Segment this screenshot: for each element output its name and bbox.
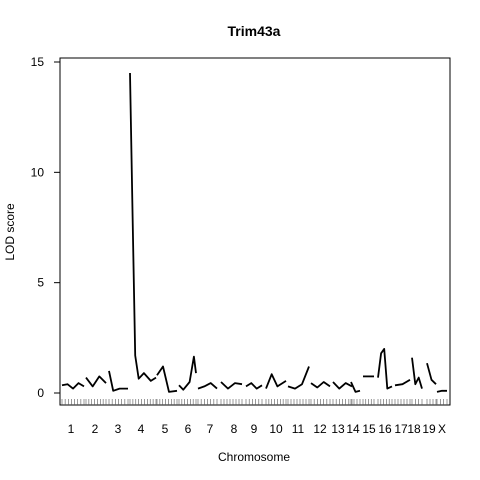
lod-curve-chr11 xyxy=(287,366,310,390)
chromosome-label-18: 18 xyxy=(407,422,421,436)
chromosome-label-8: 8 xyxy=(231,422,238,436)
lod-curve-chr17 xyxy=(394,379,411,387)
lod-curve-chr2 xyxy=(85,375,107,388)
lod-curve-chr5 xyxy=(156,365,178,393)
chromosome-label-9: 9 xyxy=(251,422,258,436)
x-axis: 1 2 3 4 5 6 7 8 9 10 11 12 13 14 15 16 17 18 19 X xyxy=(68,422,446,436)
x-axis-label: Chromosome xyxy=(218,450,290,464)
lod-curve-chr7 xyxy=(197,382,218,390)
lod-curve-chr19 xyxy=(426,362,437,385)
chromosome-label-5: 5 xyxy=(162,422,169,436)
chromosome-label-X: X xyxy=(438,422,446,436)
lod-curve-chr14 xyxy=(350,381,361,393)
lod-curve-chr3 xyxy=(108,370,128,392)
lod-curve-chr8 xyxy=(220,381,243,390)
lod-curve-chr12 xyxy=(310,381,331,389)
plot-frame xyxy=(59,57,451,406)
lod-curves xyxy=(61,72,447,393)
y-tick-label: 15 xyxy=(31,55,45,69)
lod-curve-chr13 xyxy=(332,381,353,390)
chromosome-label-13: 13 xyxy=(331,422,345,436)
chromosome-label-15: 15 xyxy=(362,422,376,436)
y-tick-label: 0 xyxy=(37,386,44,400)
chromosome-label-12: 12 xyxy=(313,422,327,436)
lod-curve-chr10 xyxy=(265,373,287,389)
chromosome-label-19: 19 xyxy=(422,422,436,436)
lod-curve-chr16 xyxy=(377,347,393,390)
y-tick-label: 10 xyxy=(31,165,45,179)
chromosome-label-16: 16 xyxy=(378,422,392,436)
y-axis-label: LOD score xyxy=(3,203,17,261)
lod-curve-chr4 xyxy=(129,72,157,382)
y-axis: 0 5 10 15 xyxy=(31,55,61,400)
lod-curve-chr6 xyxy=(178,355,197,391)
chromosome-label-14: 14 xyxy=(346,422,360,436)
chromosome-label-3: 3 xyxy=(115,422,122,436)
chromosome-label-1: 1 xyxy=(68,422,75,436)
chromosome-label-6: 6 xyxy=(185,422,192,436)
chromosome-label-17: 17 xyxy=(394,422,408,436)
lod-curve-chrX xyxy=(436,389,447,393)
chromosome-label-4: 4 xyxy=(138,422,145,436)
chromosome-label-11: 11 xyxy=(292,422,305,436)
chart-title: Trim43a xyxy=(228,23,281,39)
lod-curve-chr9 xyxy=(245,382,263,390)
lod-curve-chr18 xyxy=(411,357,423,389)
y-tick-label: 5 xyxy=(37,276,44,290)
marker-rug xyxy=(61,399,448,405)
chromosome-label-7: 7 xyxy=(207,422,214,436)
lod-curve-chr1 xyxy=(61,382,85,390)
chromosome-label-2: 2 xyxy=(92,422,99,436)
chromosome-label-10: 10 xyxy=(269,422,283,436)
